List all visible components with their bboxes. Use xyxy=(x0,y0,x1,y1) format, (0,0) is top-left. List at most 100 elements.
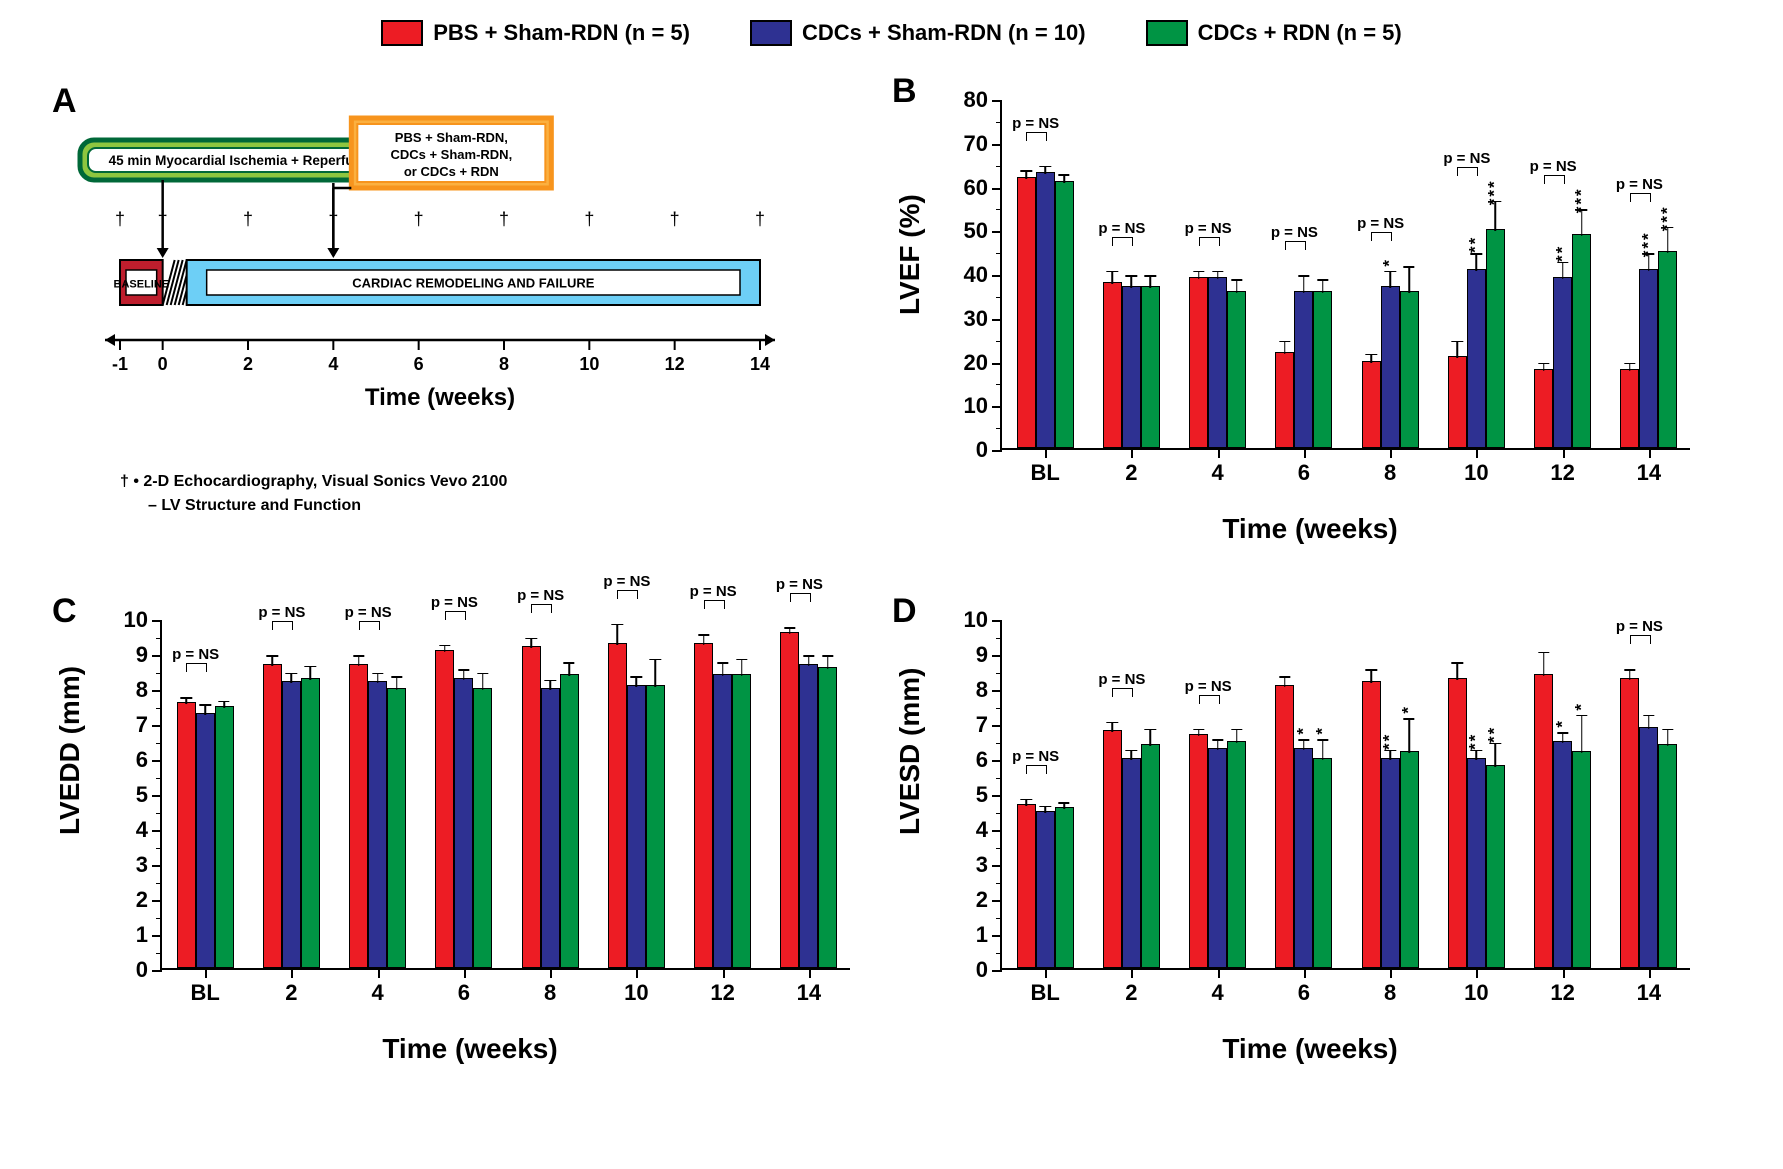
error-cap xyxy=(1471,253,1482,255)
bar xyxy=(1381,286,1400,448)
bar xyxy=(1275,685,1294,969)
panel-letter: D xyxy=(892,592,917,631)
error-cap xyxy=(650,659,661,661)
error-cap xyxy=(1058,174,1069,176)
y-tick-label: 50 xyxy=(964,218,1002,244)
significance-stars: ** xyxy=(1467,236,1486,253)
error-cap xyxy=(1298,275,1309,277)
y-minor-tick xyxy=(156,743,162,744)
y-minor-tick xyxy=(996,953,1002,954)
bar xyxy=(818,667,837,968)
significance-bracket xyxy=(1457,167,1478,176)
bar xyxy=(1534,674,1553,968)
svg-text:12: 12 xyxy=(665,354,685,374)
error-cap xyxy=(736,659,747,661)
y-tick-label: 10 xyxy=(964,607,1002,633)
y-tick-label: 3 xyxy=(976,852,1002,878)
error-bar xyxy=(291,673,293,684)
panel-letter: B xyxy=(892,72,917,111)
footnote-line: † • 2-D Echocardiography, Visual Sonics … xyxy=(120,470,507,494)
significance-bracket xyxy=(1026,765,1047,774)
x-tick-label: 2 xyxy=(1125,448,1137,486)
significance-stars: * xyxy=(1295,726,1314,735)
bar xyxy=(1572,234,1591,448)
bar xyxy=(1017,177,1036,448)
error-cap xyxy=(1643,715,1654,717)
svg-text:0: 0 xyxy=(158,354,168,374)
chart-area: 012345678910BLp = NS2p = NS4p = NS6p = N… xyxy=(160,620,850,970)
error-bar xyxy=(377,673,379,684)
x-tick-label: 6 xyxy=(1298,448,1310,486)
significance-bracket xyxy=(1026,132,1047,141)
y-minor-tick xyxy=(996,673,1002,674)
panel-b: B LVEF (%)Time (weeks)01020304050607080B… xyxy=(900,80,1720,550)
significance-bracket xyxy=(531,604,552,613)
error-cap xyxy=(1538,363,1549,365)
error-cap xyxy=(631,676,642,678)
x-tick-label: BL xyxy=(190,968,219,1006)
error-cap xyxy=(1193,271,1204,273)
x-tick-label: 4 xyxy=(1212,968,1224,1006)
bar xyxy=(1553,277,1572,448)
bar xyxy=(1658,251,1677,448)
significance-bracket xyxy=(1371,232,1392,241)
error-bar xyxy=(703,634,705,645)
chart-area: 012345678910BLp = NS2p = NS4p = NS6**8**… xyxy=(1000,620,1690,970)
error-cap xyxy=(1557,262,1568,264)
bar xyxy=(1122,758,1141,968)
bar xyxy=(368,681,387,968)
error-bar xyxy=(1495,743,1497,768)
error-cap xyxy=(1039,806,1050,808)
bar xyxy=(1362,681,1381,968)
error-bar xyxy=(1476,750,1478,761)
significance-label: p = NS xyxy=(1443,151,1490,168)
bar xyxy=(1103,730,1122,968)
bar xyxy=(301,678,320,969)
error-bar xyxy=(1562,262,1564,280)
error-bar xyxy=(1131,750,1133,761)
figure-root: PBS + Sham-RDN (n = 5) CDCs + Sham-RDN (… xyxy=(20,20,1763,1149)
footnote-line: – LV Structure and Function xyxy=(120,494,507,518)
error-bar xyxy=(1322,739,1324,760)
y-minor-tick xyxy=(996,813,1002,814)
error-bar xyxy=(1476,253,1478,271)
bar xyxy=(1620,369,1639,448)
bar xyxy=(1620,678,1639,969)
significance-stars: *** xyxy=(1486,179,1505,205)
y-tick-label: 30 xyxy=(964,306,1002,332)
svg-text:†: † xyxy=(755,209,765,229)
y-tick-label: 10 xyxy=(124,607,162,633)
y-minor-tick xyxy=(156,848,162,849)
bar xyxy=(1055,807,1074,968)
y-minor-tick xyxy=(996,638,1002,639)
error-bar xyxy=(1457,662,1459,680)
legend-swatch xyxy=(1146,20,1188,46)
error-cap xyxy=(218,701,229,703)
significance-label: p = NS xyxy=(690,584,737,601)
x-axis-label: Time (weeks) xyxy=(1222,513,1397,545)
error-bar xyxy=(568,662,570,676)
bar xyxy=(387,688,406,968)
error-bar xyxy=(1562,732,1564,743)
error-bar xyxy=(549,680,551,691)
significance-stars: * xyxy=(1400,705,1419,714)
x-tick-label: 12 xyxy=(1550,968,1574,1006)
error-bar xyxy=(1408,718,1410,753)
bar xyxy=(1017,804,1036,969)
error-bar xyxy=(617,624,619,645)
x-tick-label: 14 xyxy=(1637,448,1661,486)
bar xyxy=(713,674,732,968)
svg-text:CARDIAC REMODELING AND FAILURE: CARDIAC REMODELING AND FAILURE xyxy=(352,276,595,291)
y-tick-label: 6 xyxy=(136,747,162,773)
panel-c: C LVEDD (mm)Time (weeks)012345678910BLp … xyxy=(60,600,880,1070)
y-axis-label: LVEF (%) xyxy=(894,194,926,315)
bar xyxy=(196,713,215,969)
error-cap xyxy=(1020,799,1031,801)
error-cap xyxy=(1212,739,1223,741)
error-bar xyxy=(1389,750,1391,761)
y-minor-tick xyxy=(156,918,162,919)
significance-label: p = NS xyxy=(345,605,392,622)
svg-text:45 min Myocardial Ischemia + R: 45 min Myocardial Ischemia + Reperfusion xyxy=(109,153,382,168)
significance-stars: * xyxy=(1572,702,1591,711)
legend-swatch xyxy=(381,20,423,46)
